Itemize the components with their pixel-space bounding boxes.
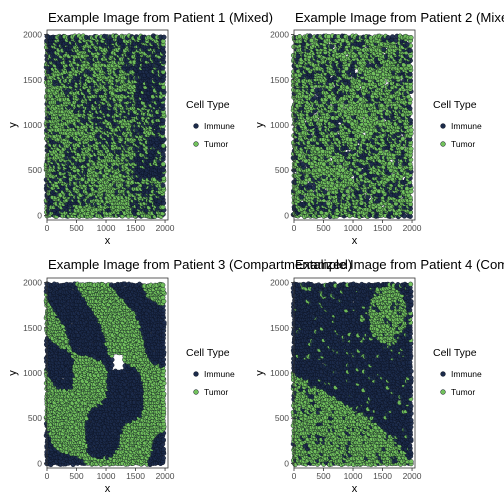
y-tick-label: 1500 [23,75,42,85]
x-tick-label: 1500 [126,223,145,233]
y-tick-label: 500 [28,165,42,175]
x-tick-label: 500 [69,223,83,233]
point-immune [402,214,407,219]
point-tumor [409,147,414,152]
chart-title: Example Image from Patient 2 (Mixed) [295,10,504,25]
legend-key-tumor [194,142,199,147]
point-immune [300,162,305,167]
scatter-points [291,34,413,219]
chart-panel-2: Example Image from Patient 2 (Mixed)0 500… [254,10,504,247]
point-tumor [161,144,166,149]
chart-panel-1: Example Image from Patient 1 (Mixed) 0 500… [7,10,273,247]
point-tumor [387,161,392,166]
point-immune [162,35,167,40]
point-tumor [401,137,406,142]
legend-label-tumor: Tumor [204,139,228,149]
x-tick-label: 1000 [97,223,116,233]
x-tick-label: 0 [45,223,50,233]
y-tick-label: 0 [37,210,42,220]
x-tick-label: 2000 [156,223,175,233]
legend-title: Cell Type [186,99,230,111]
y-axis-label: y [7,122,19,128]
legend: Cell Type Immune Tumor [186,99,235,149]
y-tick-label: 1000 [23,120,42,130]
point-tumor [161,39,166,44]
chart-title: Example Image from Patient 1 (Mixed) [48,10,273,25]
legend-key-immune [194,124,199,129]
scatter-points [44,34,166,219]
x-axis-label: x [105,235,111,247]
point-immune [161,183,166,188]
point-tumor [161,162,166,167]
point-tumor [161,205,166,210]
legend-label-immune: Immune [204,121,235,131]
y-tick-label: 2000 [23,30,42,40]
